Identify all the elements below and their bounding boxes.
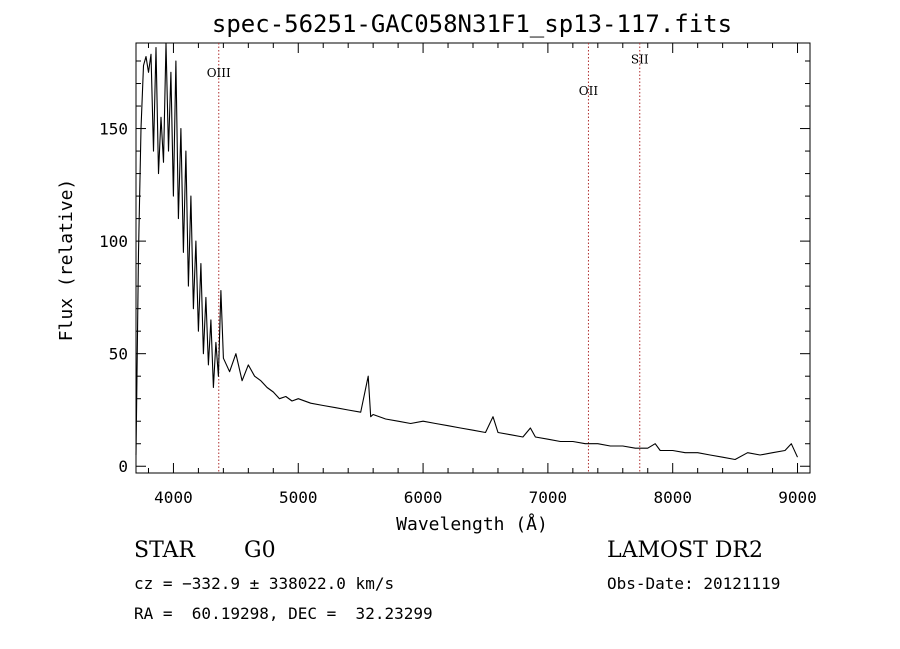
x-tick-label: 7000 — [529, 488, 568, 507]
x-tick-label: 9000 — [778, 488, 817, 507]
x-axis-label: Wavelength (Å) — [396, 513, 548, 535]
chart-title: spec-56251-GAC058N31F1_sp13-117.fits — [212, 10, 732, 38]
y-axis-label: Flux (relative) — [56, 179, 77, 342]
emission-line-label: OIII — [207, 66, 231, 80]
x-tick-label: 8000 — [653, 488, 692, 507]
plot-frame — [135, 42, 811, 474]
emission-line-label: OII — [579, 84, 599, 98]
observation-date: Obs-Date: 20121119 — [607, 574, 781, 593]
x-tick-label: 5000 — [279, 488, 318, 507]
emission-line-label: SII — [631, 52, 649, 66]
object-subclass: G0 — [244, 538, 276, 563]
x-tick-label: 6000 — [404, 488, 443, 507]
y-tick-label: 50 — [109, 345, 128, 364]
axis-ticks: 4000 5000 6000 7000 8000 9000 0 50 100 150 — [99, 43, 817, 507]
y-tick-label: 0 — [118, 457, 128, 476]
y-tick-label: 150 — [99, 120, 128, 139]
x-tick-label: 4000 — [154, 488, 193, 507]
redshift-velocity: cz = −332.9 ± 338022.0 km/s — [134, 574, 395, 593]
coordinates: RA = 60.19298, DEC = 32.23299 — [134, 604, 433, 623]
survey-name: LAMOST DR2 — [607, 538, 763, 563]
spectrum-line — [135, 42, 798, 461]
y-tick-label: 100 — [99, 232, 128, 251]
object-class: STAR — [134, 538, 195, 563]
emission-line-markers: OIII OII SII — [207, 43, 649, 473]
